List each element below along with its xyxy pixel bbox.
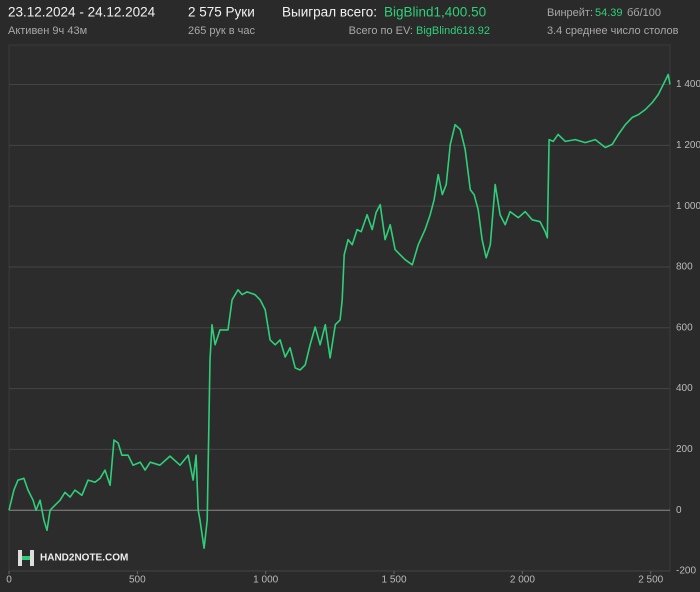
y-tick-label: 0	[676, 505, 682, 516]
logo-text: HAND2NOTE.COM	[40, 553, 128, 564]
winrate-value: 54.39	[595, 7, 623, 19]
equity-line	[8, 73, 671, 549]
winrate-label: Винрейт:	[547, 7, 593, 19]
plot-area	[8, 44, 671, 572]
won-label: Выиграл всего:	[282, 5, 377, 20]
y-tick-label: 400	[676, 383, 693, 394]
y-tick-label: -200	[676, 566, 696, 577]
won-value: BigBlind1,400.50	[384, 5, 486, 20]
y-tick-label: 1 200	[676, 140, 700, 151]
x-tick-label: 0	[6, 575, 12, 586]
ev-value: BigBlind618.92	[416, 25, 490, 37]
active-time: Активен 9ч 43м	[8, 25, 87, 37]
y-tick-label: 200	[676, 444, 693, 455]
logo: HAND2NOTE.COM	[18, 550, 128, 566]
y-tick-label: 1 400	[676, 79, 700, 90]
y-tick-label: 800	[676, 262, 693, 273]
y-tick-label: 600	[676, 322, 693, 333]
y-tick-label: 1 000	[676, 201, 700, 212]
x-tick-label: 1 000	[253, 575, 278, 586]
x-tick-label: 500	[129, 575, 146, 586]
date-range: 23.12.2024 - 24.12.2024	[8, 5, 156, 20]
x-tick-label: 2 000	[510, 575, 535, 586]
x-tick-label: 2 500	[638, 575, 663, 586]
winrate-unit: бб/100	[627, 7, 661, 19]
tables: 3.4 среднее число столов	[547, 25, 679, 37]
ev-label: Всего по EV:	[349, 25, 413, 37]
x-tick-label: 1 500	[382, 575, 407, 586]
hands-per-hour: 265 рук в час	[188, 25, 256, 37]
hands: 2 575 Руки	[188, 5, 255, 20]
